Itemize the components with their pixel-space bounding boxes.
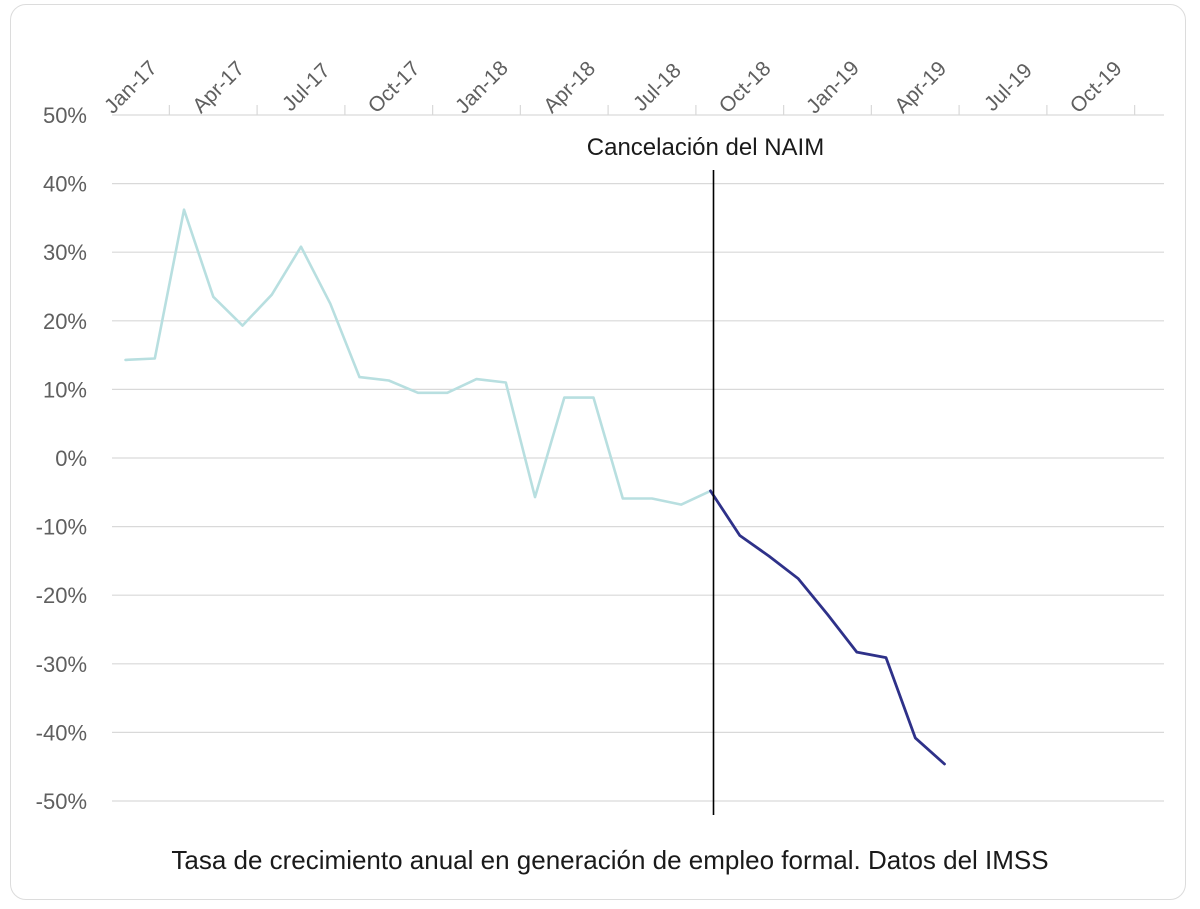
x-tick-label: Oct-17 [364, 57, 425, 118]
series-line-after [709, 489, 946, 766]
x-tick-label: Jul-17 [278, 59, 335, 116]
x-tick-label: Apr-18 [539, 57, 600, 118]
y-tick-label: 10% [43, 377, 87, 402]
gridlines [112, 114, 1164, 802]
y-tick-label: 20% [43, 309, 87, 334]
x-tick-label: Apr-17 [188, 57, 249, 118]
annotation-label: Cancelación del NAIM [587, 134, 824, 161]
y-axis-tick-labels: 50% 40% 30% 20% 10% 0% -10% -20% -30% -40% -50% [36, 103, 87, 814]
y-tick-label: -10% [36, 515, 87, 540]
x-tick-label: Oct-19 [1066, 57, 1127, 118]
y-tick-label: -40% [36, 720, 87, 745]
x-tick-label: Jan-19 [802, 57, 864, 119]
y-tick-label: 30% [43, 240, 87, 265]
x-tick-label: Jan-18 [451, 57, 513, 119]
x-axis-tick-labels: Jan-17 Apr-17 Jul-17 Oct-17 Jan-18 Apr-18 Jul-… [100, 57, 1127, 119]
y-tick-label: 0% [55, 446, 87, 471]
x-tick-label: Oct-18 [715, 57, 776, 118]
x-tick-label: Jul-18 [629, 59, 686, 116]
chart-caption: Tasa de crecimiento anual en generación … [171, 845, 1048, 875]
x-tick-label: Jan-17 [100, 57, 162, 119]
y-tick-label: 40% [43, 172, 87, 197]
y-tick-label: -50% [36, 789, 87, 814]
series-line-before [124, 208, 712, 506]
y-tick-label: -30% [36, 652, 87, 677]
y-tick-label: -20% [36, 583, 87, 608]
x-tick-label: Jul-19 [980, 59, 1037, 116]
series-lines [124, 208, 946, 766]
x-axis-tick-marks [168, 105, 1136, 115]
chart-card [10, 4, 1186, 900]
x-tick-label: Apr-19 [890, 57, 951, 118]
y-tick-label: 50% [43, 103, 87, 128]
annotations: Cancelación del NAIM [587, 134, 824, 815]
